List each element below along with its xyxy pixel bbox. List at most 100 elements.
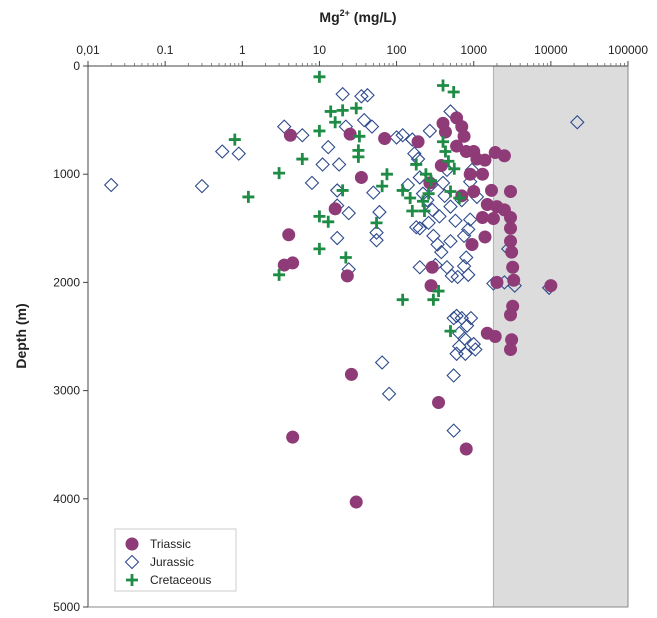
cretaceous-point bbox=[322, 215, 335, 228]
x-axis-title: Mg2+ (mg/L) bbox=[319, 8, 396, 25]
jurassic-point bbox=[569, 114, 585, 130]
triassic-point bbox=[354, 170, 368, 184]
y-tick-label: 4000 bbox=[53, 492, 80, 506]
cretaceous-point bbox=[296, 153, 309, 166]
triassic-point bbox=[504, 234, 518, 248]
cretaceous-point bbox=[444, 185, 457, 198]
jurassic-point bbox=[366, 185, 381, 200]
triassic-point bbox=[497, 149, 511, 163]
y-tick-label: 5000 bbox=[53, 600, 80, 614]
y-tick-label: 0 bbox=[73, 59, 80, 73]
triassic-point bbox=[282, 228, 296, 242]
triassic-point bbox=[343, 127, 357, 141]
cretaceous-point bbox=[339, 251, 352, 264]
x-axis-ticks: 0,01 0.1 1 10 100 1000 10000 100000 bbox=[76, 43, 648, 66]
jurassic-point bbox=[315, 157, 330, 172]
jurassic-point bbox=[446, 368, 461, 383]
x-tick-label: 1 bbox=[239, 43, 246, 57]
cretaceous-point bbox=[444, 325, 457, 338]
jurassic-point bbox=[443, 199, 458, 214]
jurassic-point bbox=[422, 123, 438, 139]
x-tick-label: 10 bbox=[313, 43, 327, 57]
jurassic-point bbox=[331, 157, 347, 172]
triassic-point bbox=[283, 128, 297, 142]
jurassic-point bbox=[412, 221, 428, 236]
cretaceous-point bbox=[410, 158, 423, 171]
jurassic-point bbox=[194, 178, 210, 194]
jurassic-point bbox=[304, 175, 320, 191]
triassic-point bbox=[476, 210, 490, 224]
triassic-point bbox=[463, 167, 477, 181]
cretaceous-point bbox=[406, 204, 419, 217]
y-axis-title: Depth (m) bbox=[13, 303, 29, 368]
jurassic-point bbox=[460, 222, 476, 237]
axes bbox=[87, 65, 629, 608]
triassic-point bbox=[328, 202, 342, 216]
cretaceous-point bbox=[329, 116, 342, 129]
jurassic-point bbox=[421, 215, 436, 231]
triassic-point bbox=[467, 185, 481, 199]
legend: Triassic Jurassic Cretaceous bbox=[114, 528, 237, 592]
jurassic-point bbox=[364, 119, 380, 134]
cretaceous-point bbox=[273, 167, 286, 180]
triassic-point bbox=[459, 442, 473, 456]
jurassic-point bbox=[360, 87, 375, 103]
cretaceous-point bbox=[336, 104, 349, 117]
jurassic-point bbox=[356, 112, 372, 128]
jurassic-point bbox=[231, 146, 247, 161]
y-tick-label: 2000 bbox=[53, 275, 80, 289]
triassic-point bbox=[378, 131, 392, 145]
cretaceous-point bbox=[313, 70, 326, 83]
cretaceous-point bbox=[396, 293, 409, 306]
x-axis-title-main: Mg bbox=[319, 9, 339, 25]
jurassic-point bbox=[295, 127, 310, 143]
cretaceous-point bbox=[313, 210, 326, 223]
jurassic-point bbox=[448, 213, 463, 229]
jurassic-point bbox=[434, 244, 449, 260]
jurassic-point bbox=[432, 209, 447, 224]
cretaceous-point bbox=[396, 184, 409, 197]
jurassic-point bbox=[389, 130, 404, 145]
triassic-point bbox=[425, 260, 439, 274]
jurassic-point bbox=[329, 230, 345, 246]
cretaceous-point bbox=[376, 180, 389, 193]
cretaceous-point bbox=[380, 168, 393, 181]
jurassic-point bbox=[354, 89, 369, 104]
triassic-point bbox=[490, 275, 504, 289]
jurassic-point bbox=[372, 204, 387, 220]
jurassic-point bbox=[395, 127, 410, 143]
cretaceous-point bbox=[416, 195, 429, 208]
triassic-point bbox=[411, 135, 425, 149]
x-tick-label: 100000 bbox=[608, 43, 648, 57]
jurassic-point bbox=[407, 146, 422, 161]
cretaceous-point bbox=[422, 187, 435, 200]
legend-triassic-label: Triassic bbox=[150, 537, 191, 551]
y-tick-label: 1000 bbox=[53, 167, 80, 181]
jurassic-point bbox=[381, 386, 397, 402]
cretaceous-point bbox=[419, 168, 432, 181]
jurassic-point bbox=[462, 212, 478, 227]
jurassic-point bbox=[460, 267, 476, 283]
jurassic-point bbox=[369, 225, 384, 240]
cretaceous-point bbox=[418, 204, 431, 217]
jurassic-point bbox=[466, 336, 481, 352]
triassic-point bbox=[465, 238, 479, 252]
x-tick-label: 0.1 bbox=[157, 43, 174, 57]
x-tick-label: 0,01 bbox=[76, 43, 100, 57]
cretaceous-point bbox=[432, 285, 445, 298]
cretaceous-point bbox=[228, 133, 241, 146]
triassic-point bbox=[478, 230, 492, 244]
triassic-point bbox=[344, 367, 358, 381]
x-tick-label: 100 bbox=[387, 43, 407, 57]
x-tick-label: 1000 bbox=[460, 43, 487, 57]
legend-cretaceous-marker bbox=[126, 574, 138, 586]
cretaceous-point bbox=[427, 293, 440, 306]
triassic-point bbox=[506, 260, 520, 274]
triassic-point bbox=[504, 308, 518, 322]
jurassic-point bbox=[458, 346, 473, 362]
triassic-point bbox=[457, 129, 471, 143]
jurassic-point bbox=[456, 228, 472, 244]
triassic-point bbox=[484, 183, 498, 197]
x-tick-label: 10000 bbox=[534, 43, 568, 57]
